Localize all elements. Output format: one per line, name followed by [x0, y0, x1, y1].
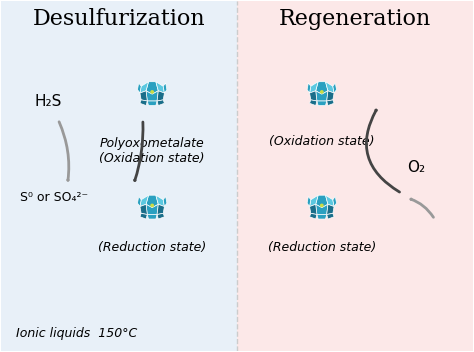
Polygon shape: [140, 82, 148, 93]
FancyBboxPatch shape: [1, 1, 237, 351]
Polygon shape: [310, 100, 317, 106]
Polygon shape: [140, 195, 148, 207]
Polygon shape: [163, 196, 167, 207]
Text: (Oxidation state): (Oxidation state): [269, 134, 374, 147]
Circle shape: [151, 204, 154, 207]
Text: S⁰ or SO₄²⁻: S⁰ or SO₄²⁻: [20, 191, 88, 204]
Polygon shape: [146, 91, 158, 101]
Circle shape: [151, 91, 154, 93]
Text: (Reduction state): (Reduction state): [98, 241, 206, 254]
FancyArrowPatch shape: [59, 122, 69, 180]
Text: O₂: O₂: [407, 160, 425, 175]
Polygon shape: [140, 91, 147, 101]
Polygon shape: [307, 83, 311, 93]
Polygon shape: [146, 82, 158, 94]
Polygon shape: [156, 195, 164, 207]
Circle shape: [320, 204, 323, 207]
Text: Desulfurization: Desulfurization: [33, 8, 206, 30]
Polygon shape: [137, 196, 141, 207]
Polygon shape: [310, 91, 317, 101]
Polygon shape: [310, 204, 317, 214]
Polygon shape: [146, 195, 158, 208]
Polygon shape: [327, 91, 334, 101]
Polygon shape: [157, 91, 164, 101]
Polygon shape: [327, 204, 334, 214]
Polygon shape: [147, 101, 157, 106]
Text: Ionic liquids  150°C: Ionic liquids 150°C: [16, 327, 137, 340]
Polygon shape: [157, 213, 164, 219]
Polygon shape: [307, 196, 311, 207]
Text: (Reduction state): (Reduction state): [268, 241, 376, 254]
Polygon shape: [316, 195, 328, 208]
Polygon shape: [316, 204, 328, 214]
FancyArrowPatch shape: [366, 110, 400, 192]
Polygon shape: [326, 82, 334, 93]
Polygon shape: [317, 214, 327, 219]
Polygon shape: [140, 204, 147, 214]
FancyBboxPatch shape: [237, 1, 473, 351]
Polygon shape: [316, 91, 328, 101]
FancyArrowPatch shape: [135, 122, 143, 181]
Polygon shape: [326, 195, 334, 207]
Polygon shape: [333, 196, 337, 207]
Polygon shape: [137, 83, 141, 93]
Polygon shape: [157, 100, 164, 106]
Polygon shape: [327, 213, 334, 219]
FancyArrowPatch shape: [411, 199, 433, 217]
Polygon shape: [310, 82, 318, 93]
Polygon shape: [327, 100, 334, 106]
Polygon shape: [163, 83, 167, 93]
Polygon shape: [147, 214, 157, 219]
Polygon shape: [310, 213, 317, 219]
Polygon shape: [310, 195, 318, 207]
Polygon shape: [140, 213, 147, 219]
Text: Polyoxometalate
(Oxidation state): Polyoxometalate (Oxidation state): [100, 137, 205, 165]
Polygon shape: [156, 82, 164, 93]
Text: H₂S: H₂S: [35, 94, 62, 109]
Polygon shape: [157, 204, 164, 214]
Polygon shape: [316, 82, 328, 94]
Polygon shape: [317, 101, 327, 106]
Polygon shape: [140, 100, 147, 106]
Polygon shape: [146, 204, 158, 214]
Text: Regeneration: Regeneration: [279, 8, 431, 30]
Circle shape: [320, 91, 323, 93]
Polygon shape: [333, 83, 337, 93]
